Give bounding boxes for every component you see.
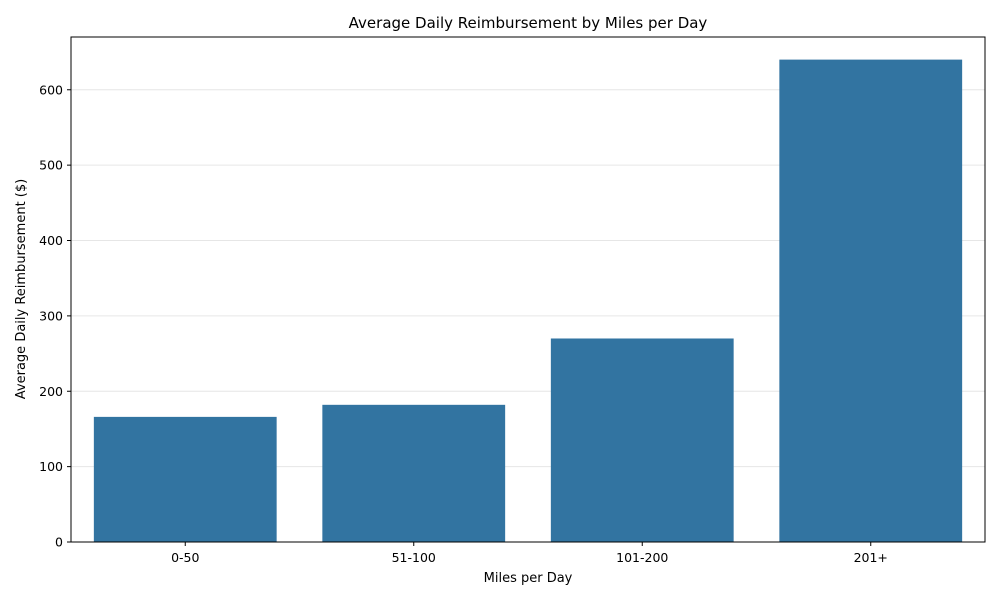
x-axis-label: Miles per Day [484,571,573,586]
y-axis-label: Average Daily Reimbursement ($) [14,179,29,399]
x-tick-label: 51-100 [392,550,436,565]
x-tick-label: 101-200 [616,550,668,565]
y-tick-label: 100 [39,459,63,474]
y-tick-label: 600 [39,82,63,97]
bar-101-200 [550,338,734,542]
x-tick-label: 201+ [854,550,888,565]
y-tick-label: 0 [55,535,63,550]
y-axis-ticks: 0 100 200 300 400 500 600 [39,82,71,550]
bar-0-50 [93,416,277,542]
y-tick-label: 200 [39,384,63,399]
chart-title: Average Daily Reimbursement by Miles per… [349,14,708,32]
bar-201+ [779,59,963,542]
y-tick-label: 500 [39,158,63,173]
y-tick-label: 300 [39,308,63,323]
x-tick-label: 0-50 [171,550,199,565]
bar-51-100 [322,404,506,542]
y-tick-label: 400 [39,233,63,248]
x-axis-ticks: 0-50 51-100 101-200 201+ [171,542,888,565]
plot-frame [70,36,986,543]
bars [93,59,963,542]
